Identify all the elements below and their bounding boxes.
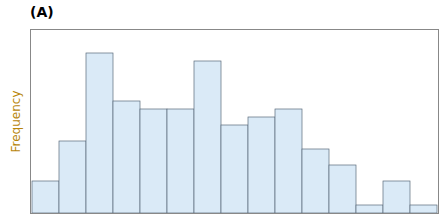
svg-text:Frequency: Frequency bbox=[9, 91, 23, 153]
html-text:(A): (A) bbox=[30, 4, 54, 20]
